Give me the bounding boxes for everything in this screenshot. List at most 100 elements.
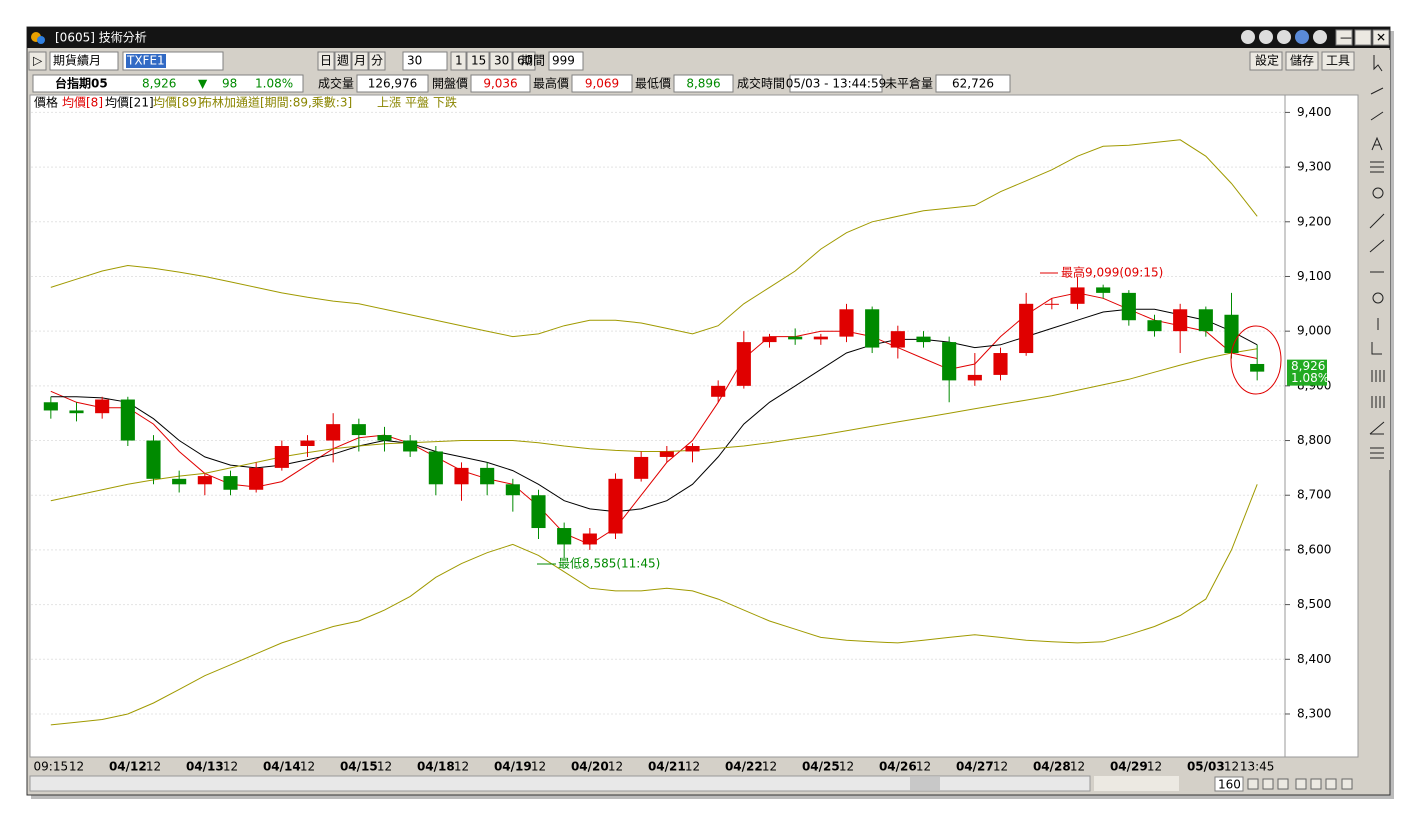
range-input[interactable] — [548, 51, 584, 71]
annotation-low: 最低8,585(11:45) — [558, 556, 660, 571]
bollinger-lower — [50, 484, 1258, 726]
field-value: 62,726 — [952, 77, 994, 91]
candle-body — [762, 336, 777, 343]
quote-change: 98 — [222, 77, 237, 91]
legend-band: 布林加通道[期間:89,乘數:3] — [200, 95, 352, 110]
settings-button[interactable] — [1249, 51, 1283, 71]
field-box — [356, 74, 429, 93]
interval-select[interactable] — [402, 51, 448, 71]
minute-button[interactable] — [489, 51, 513, 71]
tools-label: 工具 — [1326, 54, 1350, 68]
candle-body — [1147, 320, 1162, 332]
plot-area — [29, 94, 1286, 758]
x-tick-label: 04/21 — [648, 760, 686, 774]
legend-up: 上漲 — [377, 96, 401, 110]
candle-body — [890, 331, 905, 348]
period-button[interactable] — [368, 51, 386, 71]
price-tag-last: 8,926 — [1291, 359, 1325, 373]
range-label: 期間 — [521, 54, 545, 68]
candle-body — [146, 440, 161, 479]
settings-label: 設定 — [1255, 53, 1279, 68]
restore-button[interactable] — [1354, 29, 1372, 46]
legend-ma8: 均價[8] — [62, 96, 103, 110]
product-select[interactable] — [49, 51, 119, 71]
y-tick-label: 9,100 — [1297, 269, 1331, 283]
x-tick-label: 12 — [146, 760, 161, 774]
footer-icons[interactable] — [1247, 778, 1353, 790]
play-button[interactable] — [28, 51, 47, 71]
zoom-slider[interactable] — [1094, 776, 1179, 791]
x-tick-label: 12 — [69, 760, 84, 774]
candle-body — [1250, 363, 1265, 372]
zoom-input[interactable] — [1214, 776, 1244, 792]
candle-body — [634, 456, 649, 479]
period-label: 日 — [320, 54, 332, 68]
drawing-tools[interactable] — [1369, 55, 1385, 459]
moving-average — [50, 348, 1258, 502]
app-icon — [37, 36, 45, 44]
save-button[interactable] — [1285, 51, 1319, 71]
field-value: 05/03 - 13:44:59 — [786, 77, 886, 91]
period-button[interactable] — [351, 51, 369, 71]
candle-body — [300, 440, 315, 447]
field-box — [673, 74, 734, 93]
field-label: 最高價 — [533, 76, 569, 91]
scroll-thumb[interactable] — [910, 777, 940, 790]
x-tick-label: 12 — [454, 760, 469, 774]
x-tick-label: 13:45 — [1240, 760, 1275, 774]
symbol-highlight — [126, 54, 166, 68]
y-tick-label: 8,300 — [1297, 706, 1331, 720]
field-box — [789, 74, 883, 93]
field-label: 最低價 — [635, 76, 671, 91]
field-label: 成交量 — [318, 76, 354, 91]
candle-body — [1044, 303, 1059, 305]
minimize-button[interactable] — [1335, 29, 1353, 46]
candle-body — [608, 478, 623, 534]
candle-body — [865, 309, 880, 348]
x-tick-label: 12 — [762, 760, 777, 774]
candle-body — [1121, 292, 1136, 321]
scrollbar[interactable] — [29, 775, 1091, 792]
minute-button[interactable] — [450, 51, 467, 71]
minimize-glyph: — — [1340, 31, 1352, 45]
quote-arrow: ▼ — [198, 77, 208, 91]
period-button[interactable] — [317, 51, 335, 71]
legend-ma89: 均價[89] — [153, 96, 202, 110]
candle-body — [1096, 287, 1111, 293]
minute-button[interactable] — [512, 51, 536, 71]
x-tick-label: 12 — [916, 760, 931, 774]
candle-body — [249, 467, 264, 490]
candle-body — [1019, 303, 1034, 354]
tools-button[interactable] — [1321, 51, 1355, 71]
quote-last: 8,926 — [142, 77, 176, 91]
candle-body — [505, 484, 520, 496]
x-tick-label: 04/27 — [956, 760, 994, 774]
x-tick-label: 12 — [1070, 760, 1085, 774]
x-tick-label: 04/25 — [802, 760, 840, 774]
y-tick-label: 9,300 — [1297, 160, 1331, 174]
title-icons[interactable] — [1241, 30, 1327, 44]
minute-label: 60 — [517, 54, 532, 68]
close-button[interactable] — [1372, 29, 1390, 46]
candle-body — [274, 446, 289, 468]
period-button[interactable] — [334, 51, 352, 71]
title-bar — [27, 27, 1390, 48]
x-tick-label: 12 — [685, 760, 700, 774]
y-tick-label: 9,000 — [1297, 324, 1331, 338]
minute-button[interactable] — [466, 51, 490, 71]
price-tag-pct: 1.08% — [1291, 371, 1329, 385]
candle-body — [197, 476, 212, 485]
x-tick-label: 04/20 — [571, 760, 609, 774]
candle-body — [1070, 287, 1085, 304]
candle-body — [172, 478, 187, 485]
y-tick-label: 8,500 — [1297, 597, 1331, 611]
candle-body — [839, 309, 854, 337]
x-tick-label: 12 — [839, 760, 854, 774]
close-glyph: ✕ — [1376, 31, 1386, 45]
quote-change-pct: 1.08% — [255, 77, 293, 91]
field-label: 成交時間 — [737, 76, 785, 91]
candle-body — [223, 476, 238, 490]
x-tick-label: 12 — [377, 760, 392, 774]
